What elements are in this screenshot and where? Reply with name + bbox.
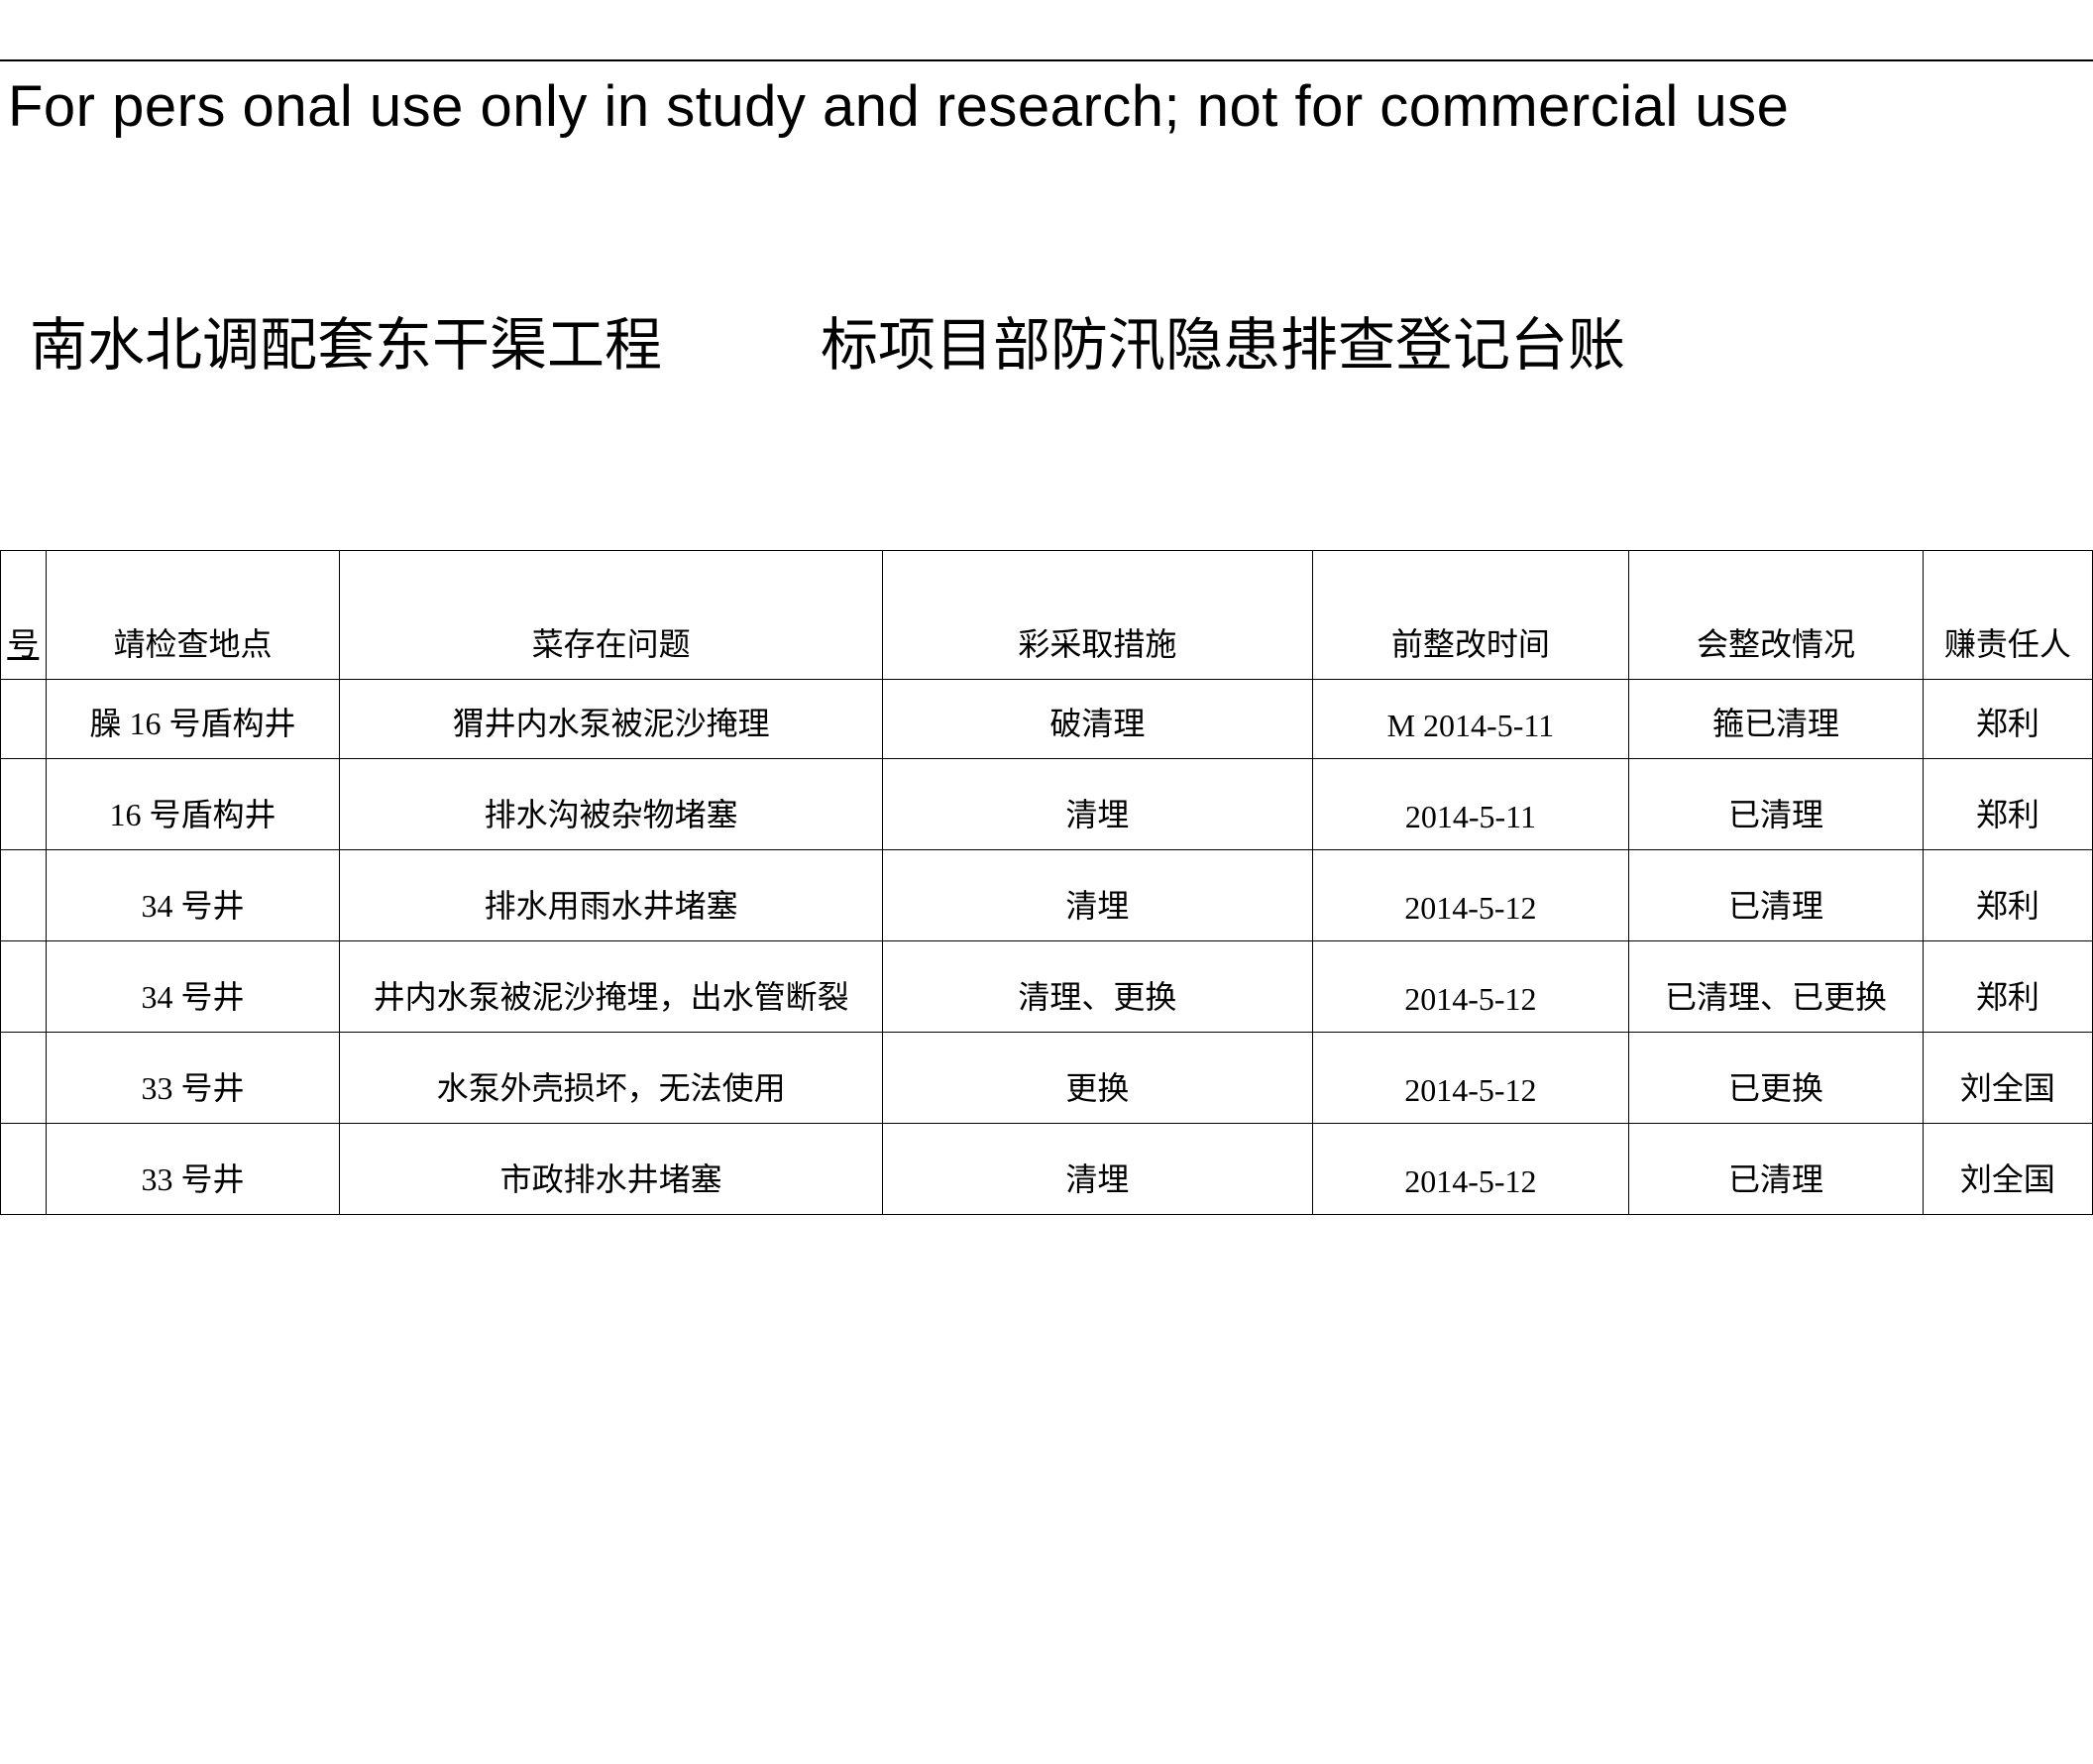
col-status: 会整改情况	[1629, 551, 1924, 680]
cell-person: 郑利	[1923, 759, 2092, 850]
cell-location: 33 号井	[46, 1033, 340, 1124]
cell-status: 已清理	[1629, 850, 1924, 941]
cell-problem: 市政排水井堵塞	[340, 1124, 883, 1215]
cell-person: 刘全国	[1923, 1124, 2092, 1215]
col-location: 靖检查地点	[46, 551, 340, 680]
cell-person: 郑利	[1923, 941, 2092, 1033]
cell-status: 已更换	[1629, 1033, 1924, 1124]
cell-problem: 井内水泵被泥沙掩埋，出水管断裂	[340, 941, 883, 1033]
cell-person: 郑利	[1923, 850, 2092, 941]
cell-location: 34 号井	[46, 941, 340, 1033]
table-header-row: 号 靖检查地点 菜存在问题 彩采取措施 前整改时间 会整改情况 赚责任人	[1, 551, 2093, 680]
disclaimer-text: For pers onal use only in study and rese…	[0, 61, 2093, 140]
col-problem: 菜存在问题	[340, 551, 883, 680]
table-body: 臊 16 号盾构井 猬井内水泵被泥沙掩理 破清理 M 2014-5-11 箍已清…	[1, 680, 2093, 1215]
inspection-table-container: 号 靖检查地点 菜存在问题 彩采取措施 前整改时间 会整改情况 赚责任人 臊 1…	[0, 550, 2093, 1215]
table-row: 33 号井 水泵外壳损坏，无法使用 更换 2014-5-12 已更换 刘全国	[1, 1033, 2093, 1124]
inspection-table: 号 靖检查地点 菜存在问题 彩采取措施 前整改时间 会整改情况 赚责任人 臊 1…	[0, 550, 2093, 1215]
cell-time: 2014-5-11	[1312, 759, 1629, 850]
title-right: 标项目部防汛隐患排查登记台账	[821, 298, 1625, 382]
title-left: 南水北调配套东干渠工程	[30, 298, 662, 382]
col-measure: 彩采取措施	[883, 551, 1313, 680]
table-row: 33 号井 市政排水井堵塞 清埋 2014-5-12 已清理 刘全国	[1, 1124, 2093, 1215]
cell-seq	[1, 1124, 47, 1215]
cell-measure: 更换	[883, 1033, 1313, 1124]
cell-seq	[1, 850, 47, 941]
cell-measure: 清埋	[883, 1124, 1313, 1215]
table-row: 34 号井 井内水泵被泥沙掩埋，出水管断裂 清理、更换 2014-5-12 已清…	[1, 941, 2093, 1033]
cell-seq	[1, 759, 47, 850]
cell-seq	[1, 941, 47, 1033]
cell-seq	[1, 1033, 47, 1124]
document-title: 南水北调配套东干渠工程 标项目部防汛隐患排查登记台账	[0, 140, 2093, 382]
cell-time: M 2014-5-11	[1312, 680, 1629, 759]
table-row: 臊 16 号盾构井 猬井内水泵被泥沙掩理 破清理 M 2014-5-11 箍已清…	[1, 680, 2093, 759]
cell-location: 臊 16 号盾构井	[46, 680, 340, 759]
col-time: 前整改时间	[1312, 551, 1629, 680]
cell-status: 已清理、已更换	[1629, 941, 1924, 1033]
col-seq: 号	[1, 551, 47, 680]
cell-measure: 破清理	[883, 680, 1313, 759]
cell-measure: 清埋	[883, 759, 1313, 850]
cell-time: 2014-5-12	[1312, 941, 1629, 1033]
cell-location: 34 号井	[46, 850, 340, 941]
cell-person: 郑利	[1923, 680, 2092, 759]
cell-status: 箍已清理	[1629, 680, 1924, 759]
cell-person: 刘全国	[1923, 1033, 2092, 1124]
cell-problem: 排水用雨水井堵塞	[340, 850, 883, 941]
cell-problem: 猬井内水泵被泥沙掩理	[340, 680, 883, 759]
cell-measure: 清埋	[883, 850, 1313, 941]
cell-location: 33 号井	[46, 1124, 340, 1215]
col-person: 赚责任人	[1923, 551, 2092, 680]
cell-problem: 排水沟被杂物堵塞	[340, 759, 883, 850]
cell-time: 2014-5-12	[1312, 1033, 1629, 1124]
cell-seq	[1, 680, 47, 759]
cell-location: 16 号盾构井	[46, 759, 340, 850]
cell-status: 已清理	[1629, 759, 1924, 850]
table-row: 16 号盾构井 排水沟被杂物堵塞 清埋 2014-5-11 已清理 郑利	[1, 759, 2093, 850]
cell-problem: 水泵外壳损坏，无法使用	[340, 1033, 883, 1124]
cell-status: 已清理	[1629, 1124, 1924, 1215]
cell-measure: 清理、更换	[883, 941, 1313, 1033]
cell-time: 2014-5-12	[1312, 850, 1629, 941]
table-row: 34 号井 排水用雨水井堵塞 清埋 2014-5-12 已清理 郑利	[1, 850, 2093, 941]
cell-time: 2014-5-12	[1312, 1124, 1629, 1215]
